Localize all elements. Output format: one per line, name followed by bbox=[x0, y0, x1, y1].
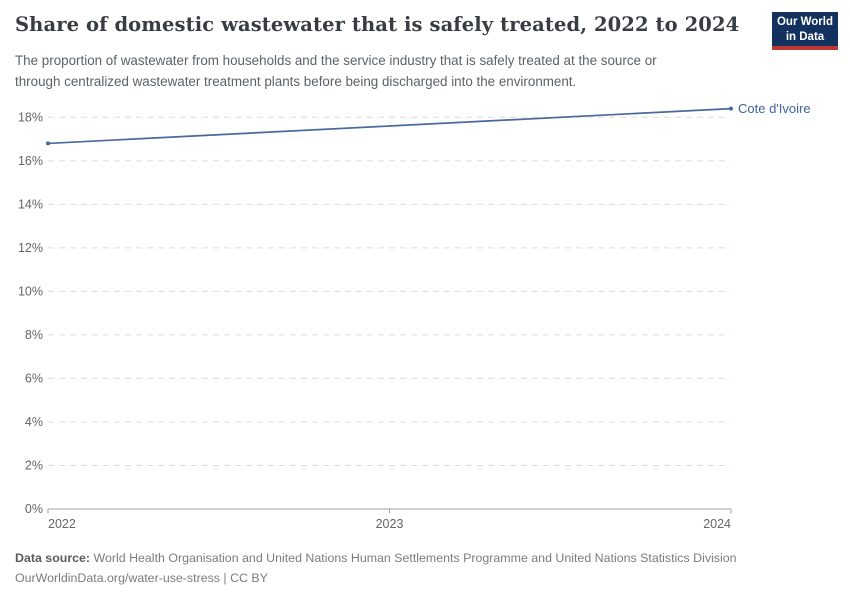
y-axis-label-2pct: 2% bbox=[25, 459, 43, 473]
x-axis-label-2022: 2022 bbox=[48, 517, 76, 531]
chart-title: Share of domestic wastewater that is saf… bbox=[15, 13, 740, 36]
series-end-point bbox=[729, 106, 733, 111]
license-line: OurWorldinData.org/water-use-stress | CC… bbox=[15, 571, 268, 585]
chart-footer: Data source: World Health Organisation a… bbox=[15, 548, 737, 588]
chart-subtitle: The proportion of wastewater from househ… bbox=[15, 50, 755, 92]
logo-line-2: in Data bbox=[785, 31, 825, 43]
y-axis-label-8pct: 8% bbox=[25, 328, 43, 342]
data-source-label: Data source: bbox=[15, 551, 91, 565]
data-source-text: World Health Organisation and United Nat… bbox=[90, 551, 737, 565]
logo-line-1: Our World bbox=[776, 16, 833, 28]
x-axis-label-2023: 2023 bbox=[376, 517, 404, 531]
y-axis-label-16pct: 16% bbox=[18, 154, 43, 168]
y-axis-label-4pct: 4% bbox=[25, 415, 43, 429]
y-axis-label-6pct: 6% bbox=[25, 372, 43, 386]
y-axis-label-14pct: 14% bbox=[18, 198, 43, 212]
y-axis-label-10pct: 10% bbox=[18, 285, 43, 299]
y-axis-label-0pct: 0% bbox=[25, 502, 43, 516]
subtitle-line-1: The proportion of wastewater from househ… bbox=[15, 53, 657, 68]
entity-label: Cote d'Ivoire bbox=[738, 101, 811, 116]
y-axis-label-18pct: 18% bbox=[18, 111, 43, 125]
owid-logo: Our World in Data bbox=[772, 12, 838, 50]
series-start-point bbox=[46, 141, 50, 146]
y-axis-label-12pct: 12% bbox=[18, 241, 43, 255]
x-axis-label-2024: 2024 bbox=[703, 517, 731, 531]
subtitle-line-2: through centralized wastewater treatment… bbox=[15, 74, 577, 89]
data-source-line: Data source: World Health Organisation a… bbox=[15, 548, 737, 568]
series-line-Cote d'Ivoire bbox=[47, 107, 732, 145]
